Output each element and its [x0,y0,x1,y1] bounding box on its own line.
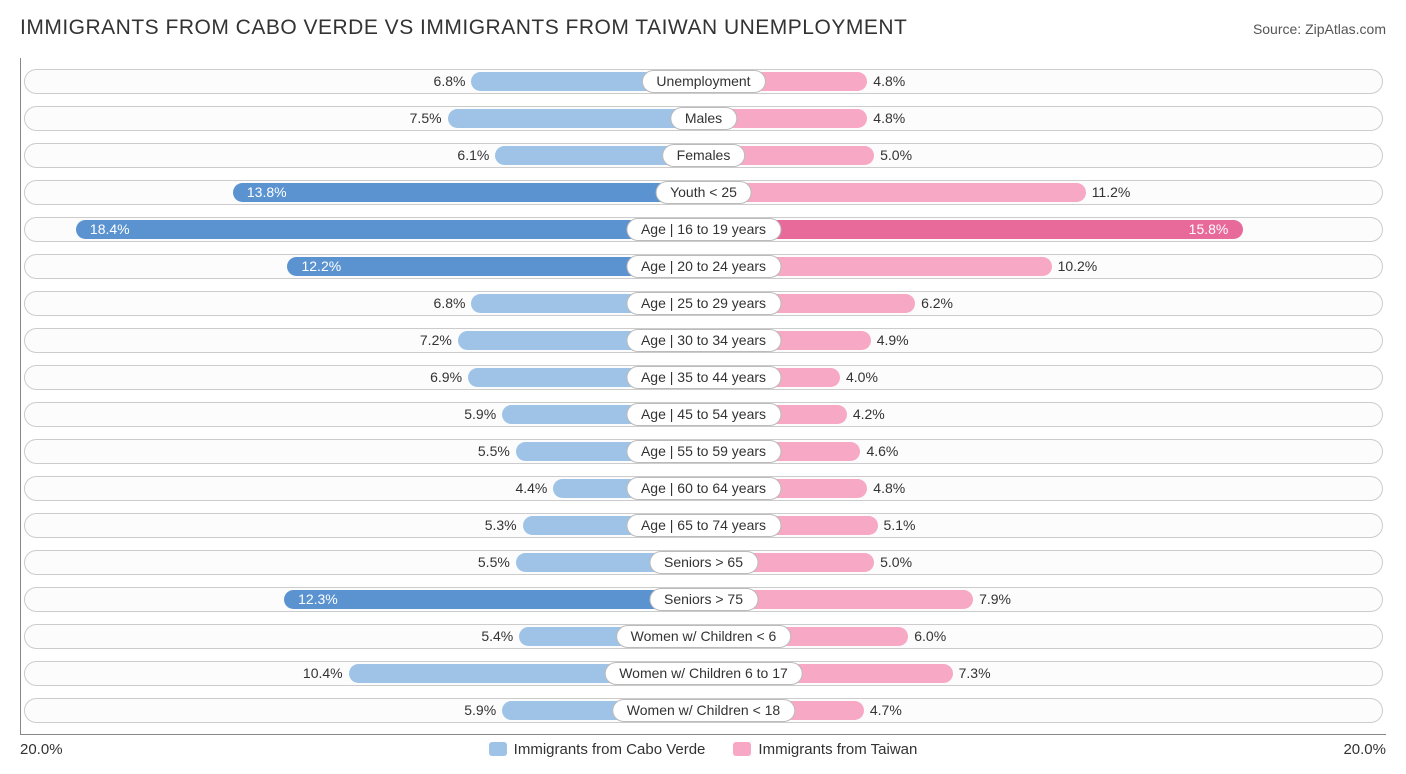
category-label: Seniors > 75 [649,588,758,611]
category-label: Age | 25 to 29 years [626,292,781,315]
value-right: 4.9% [877,331,909,350]
chart-row: 6.1% 5.0% Females [21,138,1386,173]
source-attribution: Source: ZipAtlas.com [1253,21,1386,37]
chart-row: 6.9% 4.0% Age | 35 to 44 years [21,360,1386,395]
category-label: Youth < 25 [655,181,752,204]
category-label: Women w/ Children < 6 [616,625,792,648]
value-left: 12.2% [301,257,341,276]
value-right: 4.6% [866,442,898,461]
legend-item-left: Immigrants from Cabo Verde [489,741,706,758]
legend-label-right: Immigrants from Taiwan [758,741,917,758]
chart-row: 12.3% 7.9% Seniors > 75 [21,582,1386,617]
bar-left [284,590,704,609]
legend-item-right: Immigrants from Taiwan [733,741,917,758]
value-left: 10.4% [303,664,343,683]
chart-row: 4.4% 4.8% Age | 60 to 64 years [21,471,1386,506]
chart-row: 10.4% 7.3% Women w/ Children 6 to 17 [21,656,1386,691]
diverging-bar-chart: 6.8% 4.8% Unemployment 7.5% 4.8% Males 6.1% 5.0… [20,58,1386,735]
value-right: 4.7% [870,701,902,720]
value-left: 13.8% [247,183,287,202]
bar-right [704,183,1086,202]
value-right: 15.8% [1189,220,1229,239]
legend-swatch-right [733,742,751,756]
category-label: Age | 65 to 74 years [626,514,781,537]
page-header: IMMIGRANTS FROM CABO VERDE VS IMMIGRANTS… [20,16,1386,40]
chart-row: 5.4% 6.0% Women w/ Children < 6 [21,619,1386,654]
legend-label-left: Immigrants from Cabo Verde [514,741,706,758]
value-right: 5.0% [880,146,912,165]
value-left: 4.4% [515,479,547,498]
chart-row: 7.2% 4.9% Age | 30 to 34 years [21,323,1386,358]
bar-left [448,109,704,128]
value-right: 11.2% [1092,183,1131,202]
category-label: Age | 20 to 24 years [626,255,781,278]
value-left: 5.5% [478,442,510,461]
value-right: 5.1% [884,516,916,535]
category-label: Age | 55 to 59 years [626,440,781,463]
chart-row: 12.2% 10.2% Age | 20 to 24 years [21,249,1386,284]
category-label: Age | 60 to 64 years [626,477,781,500]
value-left: 5.9% [464,405,496,424]
value-left: 18.4% [90,220,130,239]
category-label: Age | 30 to 34 years [626,329,781,352]
chart-row: 13.8% 11.2% Youth < 25 [21,175,1386,210]
axis-max-right: 20.0% [1343,741,1386,758]
bar-left [233,183,704,202]
category-label: Age | 45 to 54 years [626,403,781,426]
category-label: Age | 35 to 44 years [626,366,781,389]
value-left: 6.8% [434,72,466,91]
axis-max-left: 20.0% [20,741,63,758]
source-prefix: Source: [1253,21,1305,37]
chart-row: 5.5% 5.0% Seniors > 65 [21,545,1386,580]
axis-legend-row: 20.0% Immigrants from Cabo Verde Immigra… [20,741,1386,758]
bar-right [704,220,1243,239]
category-label: Women w/ Children 6 to 17 [604,662,803,685]
value-right: 7.9% [979,590,1011,609]
chart-row: 7.5% 4.8% Males [21,101,1386,136]
value-left: 7.5% [410,109,442,128]
value-left: 6.1% [457,146,489,165]
value-right: 7.3% [959,664,991,683]
value-left: 6.8% [434,294,466,313]
value-right: 4.8% [873,109,905,128]
page-title: IMMIGRANTS FROM CABO VERDE VS IMMIGRANTS… [20,16,907,40]
chart-row: 5.9% 4.2% Age | 45 to 54 years [21,397,1386,432]
value-left: 5.5% [478,553,510,572]
chart-row: 5.5% 4.6% Age | 55 to 59 years [21,434,1386,469]
source-name: ZipAtlas.com [1305,21,1386,37]
chart-row: 5.9% 4.7% Women w/ Children < 18 [21,693,1386,728]
value-left: 12.3% [298,590,338,609]
category-label: Males [670,107,737,130]
value-right: 4.8% [873,72,905,91]
value-left: 5.3% [485,516,517,535]
bar-left [76,220,704,239]
value-right: 10.2% [1058,257,1098,276]
category-label: Seniors > 65 [649,551,758,574]
value-left: 5.4% [481,627,513,646]
legend: Immigrants from Cabo Verde Immigrants fr… [489,741,918,758]
value-left: 7.2% [420,331,452,350]
value-right: 4.8% [873,479,905,498]
value-right: 4.0% [846,368,878,387]
category-label: Women w/ Children < 18 [612,699,795,722]
value-right: 6.0% [914,627,946,646]
value-right: 5.0% [880,553,912,572]
chart-row: 5.3% 5.1% Age | 65 to 74 years [21,508,1386,543]
category-label: Females [662,144,746,167]
value-left: 5.9% [464,701,496,720]
chart-row: 18.4% 15.8% Age | 16 to 19 years [21,212,1386,247]
value-left: 6.9% [430,368,462,387]
category-label: Unemployment [641,70,765,93]
chart-row: 6.8% 6.2% Age | 25 to 29 years [21,286,1386,321]
value-right: 4.2% [853,405,885,424]
category-label: Age | 16 to 19 years [626,218,781,241]
legend-swatch-left [489,742,507,756]
chart-row: 6.8% 4.8% Unemployment [21,64,1386,99]
value-right: 6.2% [921,294,953,313]
